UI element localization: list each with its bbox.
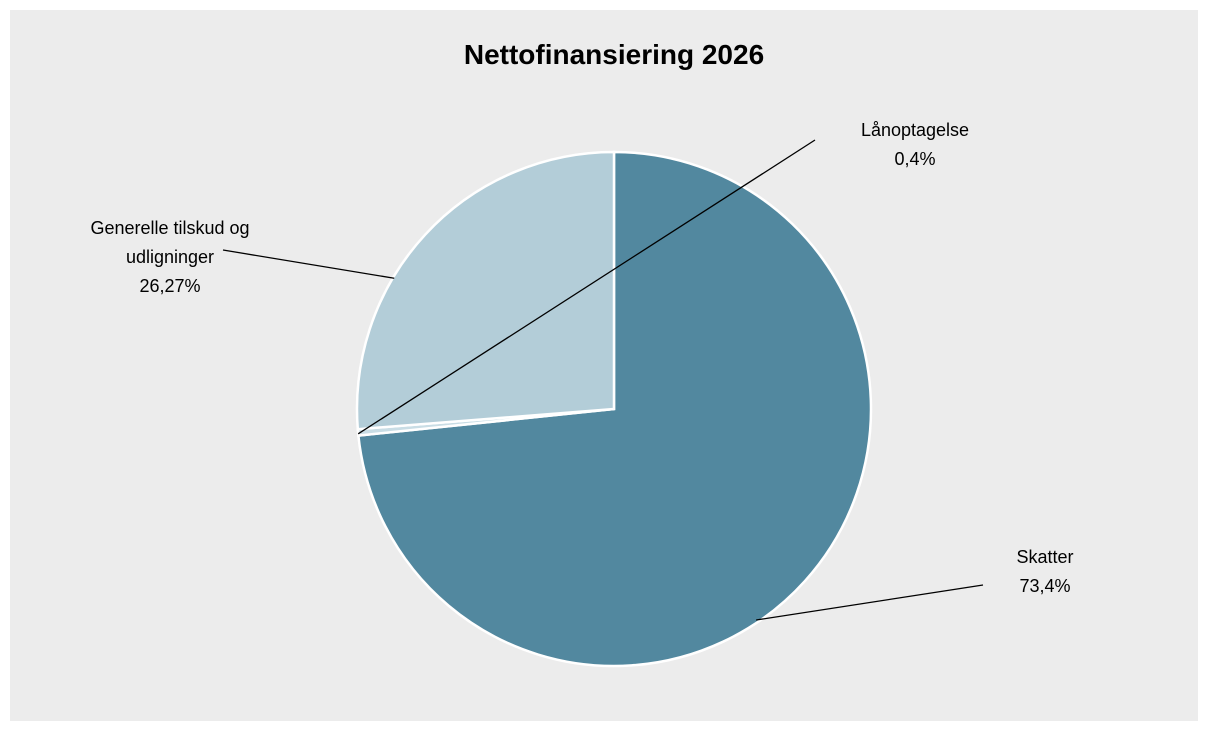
slice-value-skatter: 73,4% <box>1019 576 1070 596</box>
leader-line <box>222 249 395 279</box>
pie-slices <box>355 150 873 668</box>
slice-label-generelle-line2: udligninger <box>126 247 214 267</box>
slice-label-generelle-line1: Generelle tilskud og <box>90 218 249 238</box>
leader-lines <box>222 139 984 621</box>
slice-value-laanoptagelse: 0,4% <box>894 149 935 169</box>
slice-label-laanoptagelse: Lånoptagelse <box>861 120 969 140</box>
slice-label-skatter: Skatter <box>1016 547 1073 567</box>
pie-slice-generelle <box>355 150 616 431</box>
chart-title: Nettofinansiering 2026 <box>464 39 764 70</box>
leader-line <box>357 139 816 435</box>
leader-line <box>756 584 984 621</box>
slice-value-generelle: 26,27% <box>139 276 200 296</box>
